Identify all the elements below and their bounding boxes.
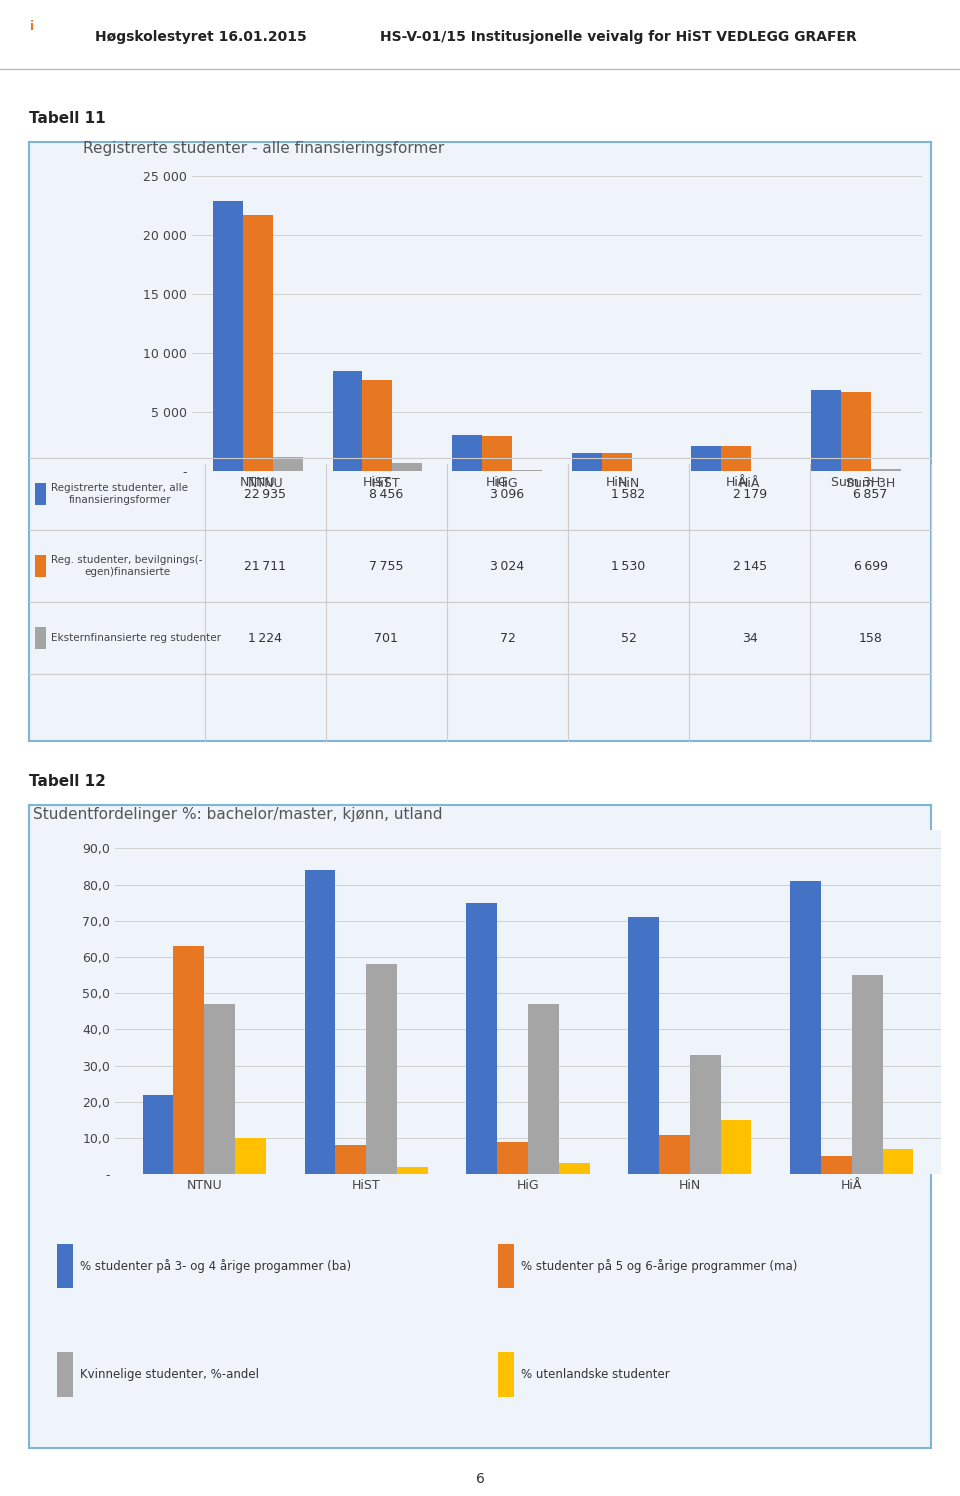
Text: % studenter på 3- og 4 årige progammer (ba): % studenter på 3- og 4 årige progammer (…: [80, 1260, 351, 1273]
Bar: [36, 555, 46, 577]
Bar: [690, 1055, 721, 1174]
Text: 158: 158: [859, 631, 882, 645]
Text: 6 857: 6 857: [853, 488, 888, 501]
Bar: [393, 462, 422, 471]
Text: 1 224: 1 224: [249, 631, 282, 645]
Text: 3 024: 3 024: [491, 560, 524, 573]
Text: HiG: HiG: [496, 477, 518, 489]
Text: Reg. studenter, bevilgnings(-
egen)finansierte: Reg. studenter, bevilgnings(- egen)finan…: [52, 555, 203, 577]
Text: Eksternfinansierte reg studenter: Eksternfinansierte reg studenter: [52, 633, 222, 643]
Text: 8 456: 8 456: [370, 488, 403, 501]
Bar: [790, 881, 821, 1174]
Bar: [629, 917, 660, 1174]
Text: 1 582: 1 582: [612, 488, 646, 501]
Text: % studenter på 5 og 6-årige programmer (ma): % studenter på 5 og 6-årige programmer (…: [521, 1260, 798, 1273]
Bar: [882, 1149, 913, 1174]
Text: 1 530: 1 530: [612, 560, 646, 573]
Text: % utenlandske studenter: % utenlandske studenter: [521, 1367, 670, 1381]
Bar: [528, 1004, 559, 1174]
Text: Kvinnelige studenter, %-andel: Kvinnelige studenter, %-andel: [80, 1367, 259, 1381]
Bar: [273, 456, 302, 471]
Bar: [482, 435, 512, 471]
Text: Registrerte studenter - alle finansieringsformer: Registrerte studenter - alle finansierin…: [83, 142, 444, 157]
Text: 22 935: 22 935: [244, 488, 286, 501]
Bar: [498, 1352, 515, 1397]
Bar: [871, 470, 900, 471]
Text: 6: 6: [475, 1472, 485, 1486]
Bar: [366, 965, 396, 1174]
Text: Sum 3H: Sum 3H: [846, 477, 896, 489]
Bar: [332, 371, 363, 471]
Text: H: H: [15, 21, 26, 33]
Text: Tabell 12: Tabell 12: [29, 773, 106, 790]
Text: 21 711: 21 711: [244, 560, 286, 573]
Bar: [304, 871, 335, 1174]
Bar: [467, 902, 497, 1174]
Bar: [721, 446, 751, 471]
Bar: [811, 390, 841, 471]
Text: HiST: HiST: [372, 477, 400, 489]
Bar: [721, 1121, 752, 1174]
Bar: [660, 1134, 690, 1174]
Text: 7 755: 7 755: [370, 560, 403, 573]
Bar: [498, 1243, 515, 1288]
Text: 3 096: 3 096: [491, 488, 524, 501]
Bar: [452, 435, 482, 471]
Text: 2 179: 2 179: [732, 488, 767, 501]
Bar: [852, 975, 882, 1174]
Text: Registrerte studenter, alle
finansieringsformer: Registrerte studenter, alle finansiering…: [52, 483, 188, 506]
Bar: [335, 1146, 366, 1174]
Text: Høgskolestyret 16.01.2015: Høgskolestyret 16.01.2015: [95, 30, 307, 45]
Bar: [243, 215, 273, 471]
Bar: [57, 1352, 73, 1397]
Text: 701: 701: [374, 631, 398, 645]
Bar: [396, 1167, 427, 1174]
Bar: [204, 1004, 235, 1174]
Text: 52: 52: [620, 631, 636, 645]
Bar: [363, 380, 393, 471]
Bar: [821, 1156, 852, 1174]
Bar: [213, 200, 243, 471]
Text: HiN: HiN: [617, 477, 639, 489]
Bar: [497, 1141, 528, 1174]
Text: NTNU: NTNU: [248, 477, 283, 489]
Text: ST: ST: [38, 21, 56, 33]
Text: 34: 34: [742, 631, 757, 645]
Bar: [841, 392, 871, 471]
Text: HiÅ: HiÅ: [739, 477, 760, 489]
Bar: [235, 1138, 266, 1174]
Text: Studentfordelinger %: bachelor/master, kjønn, utland: Studentfordelinger %: bachelor/master, k…: [33, 808, 443, 823]
Bar: [602, 453, 632, 471]
Bar: [143, 1095, 174, 1174]
Bar: [36, 627, 46, 649]
Text: TRONDHEIM: TRONDHEIM: [28, 51, 54, 55]
Text: 2 145: 2 145: [732, 560, 767, 573]
Bar: [691, 446, 721, 471]
Text: HS-V-01/15 Institusjonelle veivalg for HiST VEDLEGG GRAFER: HS-V-01/15 Institusjonelle veivalg for H…: [380, 30, 857, 45]
Bar: [559, 1164, 589, 1174]
Bar: [174, 945, 204, 1174]
Bar: [57, 1243, 73, 1288]
Text: Tabell 11: Tabell 11: [29, 111, 106, 127]
Bar: [572, 453, 602, 471]
Text: i: i: [30, 21, 34, 33]
Text: 72: 72: [499, 631, 516, 645]
Text: 6 699: 6 699: [853, 560, 888, 573]
Bar: [36, 483, 46, 506]
